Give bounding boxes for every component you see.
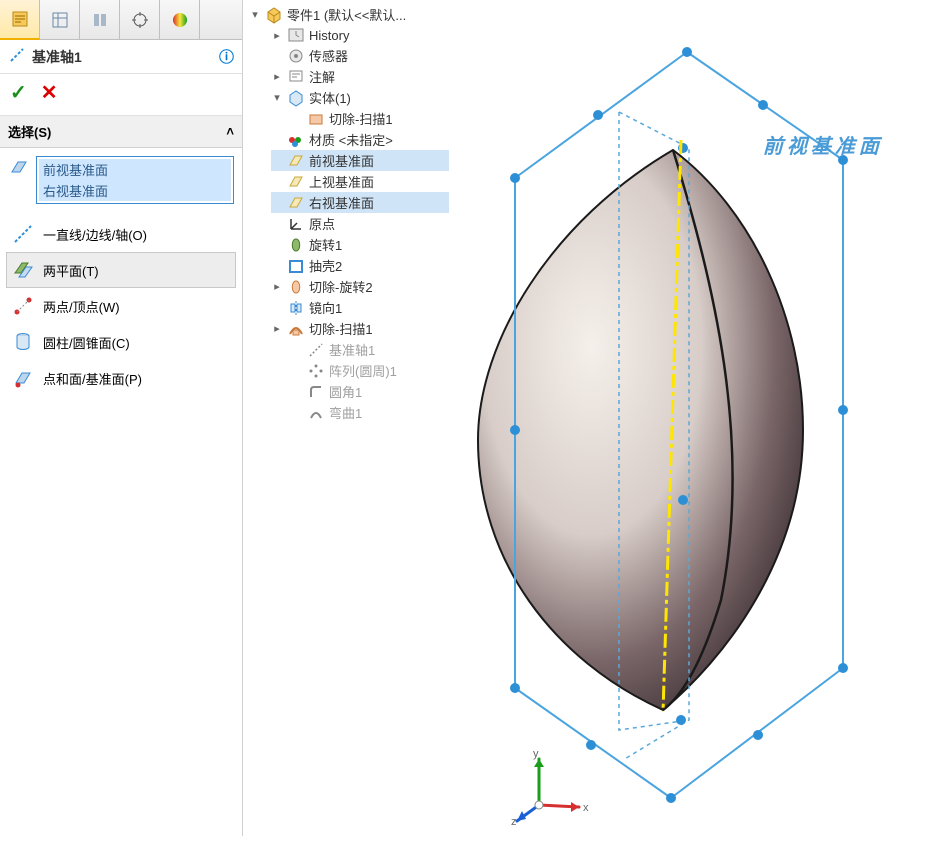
option-two-planes[interactable]: 两平面(T) [6,252,236,288]
line-icon [11,222,35,246]
option-label: 两点/顶点(W) [43,297,120,316]
confirm-row: ✓ ✕ [0,74,242,116]
viewport[interactable]: 前视基准面 x y z [243,0,933,836]
tab-display[interactable] [120,0,160,40]
cylinder-icon [11,330,35,354]
section-chevron: ˄ [226,124,234,139]
two-planes-icon [11,258,35,282]
selection-box: 前视基准面 右视基准面 [8,156,234,204]
graphics-area[interactable]: ▾ 零件1 (默认<<默认... ▸History传感器▸注解▾实体(1)切除-… [243,0,933,836]
axis-icon [8,46,26,67]
svg-text:z: z [511,816,517,827]
panel-tabs [0,0,242,40]
coordinate-triad: x y z [511,747,591,832]
feature-title: 基准轴1 [32,47,82,67]
help-icon[interactable]: ⓘ [219,46,234,67]
svg-text:y: y [533,748,539,760]
property-icon [51,11,69,29]
selection-listbox[interactable]: 前视基准面 右视基准面 [36,156,234,204]
plane-ref-icon [8,156,30,183]
ok-button[interactable]: ✓ [10,80,27,105]
tab-config[interactable] [80,0,120,40]
two-points-icon [11,294,35,318]
cancel-button[interactable]: ✕ [41,80,58,105]
section-title: 选择(S) [8,122,51,141]
selection-item[interactable]: 前视基准面 [39,159,231,180]
option-two-points[interactable]: 两点/顶点(W) [6,288,236,324]
target-icon [131,11,149,29]
option-label: 两平面(T) [43,261,99,280]
option-point-plane[interactable]: 点和面/基准面(P) [6,360,236,396]
viewport-svg [243,0,933,836]
appearance-icon [171,11,189,29]
svg-text:x: x [583,802,589,814]
selection-item[interactable]: 右视基准面 [39,180,231,201]
config-icon [91,11,109,29]
plane-label: 前视基准面 [761,130,889,159]
property-panel: 基准轴1 ⓘ ✓ ✕ 选择(S) ˄ 前视基准面 右视基准面 一直线/边线/轴(… [0,0,243,836]
point-plane-icon [11,366,35,390]
feature-tree-icon [11,10,29,28]
option-line-edge[interactable]: 一直线/边线/轴(O) [6,216,236,252]
option-label: 点和面/基准面(P) [43,369,142,388]
model-body[interactable] [478,150,803,710]
tab-property[interactable] [40,0,80,40]
option-label: 圆柱/圆锥面(C) [43,333,130,352]
tab-appearance[interactable] [160,0,200,40]
option-cylinder[interactable]: 圆柱/圆锥面(C) [6,324,236,360]
section-header[interactable]: 选择(S) ˄ [0,116,242,148]
feature-header: 基准轴1 ⓘ [0,40,242,74]
axis-method-options: 一直线/边线/轴(O) 两平面(T) 两点/顶点(W) 圆柱/圆锥面(C) 点和… [0,212,242,400]
tab-feature[interactable] [0,0,40,40]
option-label: 一直线/边线/轴(O) [43,225,147,244]
